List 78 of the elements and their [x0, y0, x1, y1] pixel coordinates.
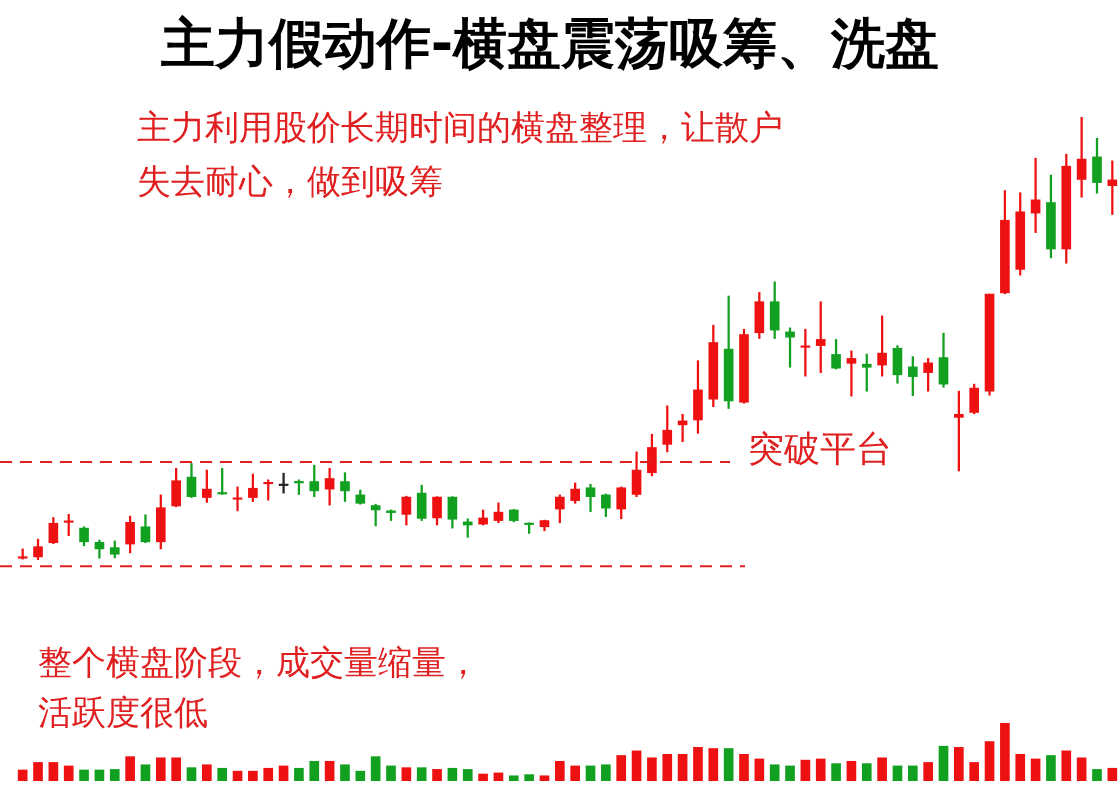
bar [570, 765, 580, 781]
bar [831, 763, 841, 781]
bar [355, 770, 366, 781]
bar [79, 769, 89, 781]
annotation: 整个横盘阶段，成交量缩量，活跃度很低 [38, 641, 481, 734]
candlestick [324, 467, 335, 506]
bar [140, 764, 151, 781]
bar [232, 770, 243, 781]
bar [708, 748, 719, 781]
bar [785, 765, 795, 781]
bar [723, 748, 734, 781]
bar [294, 767, 304, 781]
bar [815, 758, 826, 781]
candlestick [232, 486, 243, 512]
bar [155, 757, 166, 781]
bar [63, 765, 74, 781]
bar [662, 753, 673, 781]
bar [94, 769, 105, 781]
bar [923, 762, 933, 781]
bar [1046, 755, 1056, 781]
bar [601, 764, 611, 781]
bar [739, 753, 749, 781]
bar [248, 770, 258, 781]
bar [432, 769, 442, 781]
bar [401, 767, 412, 781]
bar [677, 753, 688, 781]
candlestick [846, 350, 857, 397]
bar [1092, 769, 1102, 781]
chart-title: 主力假动作-横盘震荡吸筹、洗盘 [159, 11, 941, 77]
bar [693, 747, 703, 781]
bar [478, 773, 488, 781]
bar [892, 765, 903, 781]
bar [309, 760, 320, 781]
bar [186, 767, 197, 781]
bar [969, 762, 980, 781]
bar [938, 745, 949, 781]
bar [1030, 758, 1041, 781]
bar [125, 756, 135, 781]
bar [877, 757, 887, 781]
bar [217, 767, 228, 781]
bar [370, 756, 381, 781]
bar [846, 760, 857, 781]
bar [48, 762, 59, 781]
bar [754, 758, 765, 781]
bar [539, 775, 550, 781]
bar [386, 765, 396, 781]
annotation: 主力利用股价长期时间的横盘整理，让散户失去耐心，做到吸筹 [137, 106, 784, 203]
bar [861, 763, 872, 781]
ref-line-label: 突破平台 [748, 428, 892, 470]
bar [324, 760, 335, 781]
bar [263, 767, 274, 781]
bar [340, 764, 350, 781]
bar [647, 757, 657, 781]
bar [17, 769, 28, 781]
bar [202, 764, 212, 781]
bar [462, 769, 473, 781]
bar [616, 755, 627, 781]
bar [109, 769, 120, 781]
bar [447, 767, 458, 781]
bar [171, 757, 181, 781]
bar [954, 747, 964, 781]
bar [278, 765, 289, 781]
bar [416, 767, 427, 781]
bar [33, 762, 43, 781]
bar [508, 775, 519, 781]
bar [769, 764, 780, 781]
bar [585, 765, 596, 781]
bar [1061, 750, 1072, 781]
bar [524, 774, 534, 781]
bar [1107, 767, 1118, 781]
bar [555, 760, 565, 781]
bar [1076, 757, 1087, 781]
bar [907, 765, 918, 781]
bar [1015, 753, 1026, 781]
bar [1000, 723, 1010, 781]
bar [984, 741, 995, 781]
bar [800, 759, 811, 781]
bar [631, 750, 642, 781]
